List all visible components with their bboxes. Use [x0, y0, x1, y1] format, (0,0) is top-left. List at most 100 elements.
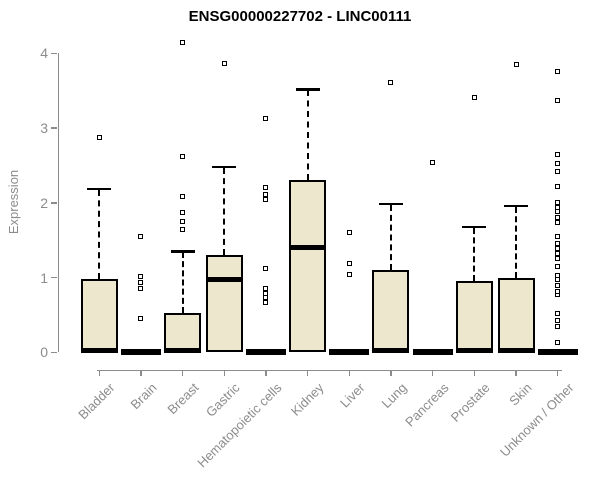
outlier-point: [555, 168, 561, 174]
outlier-point: [555, 97, 561, 103]
outlier-point: [388, 79, 394, 85]
x-axis-tick: [223, 369, 226, 376]
boxplot-box: [497, 277, 535, 353]
outlier-point: [263, 300, 269, 306]
outlier-point: [555, 220, 561, 226]
median-line: [412, 348, 453, 355]
outlier-point: [346, 260, 352, 266]
outlier-point: [263, 290, 269, 296]
outlier-point: [263, 266, 269, 272]
outlier-point: [263, 115, 269, 121]
y-axis-tick: [51, 52, 57, 55]
median-line: [120, 348, 161, 355]
outlier-point: [555, 251, 561, 257]
outlier-point: [555, 209, 561, 215]
outlier-point: [555, 324, 561, 330]
median-line: [537, 348, 578, 355]
boxplot-box: [205, 255, 243, 353]
outlier-point: [263, 286, 269, 292]
whisker-cap: [170, 250, 195, 253]
outlier-point: [555, 340, 561, 346]
median-line: [245, 348, 286, 355]
whisker-line: [473, 227, 476, 281]
outlier-point: [180, 194, 186, 200]
y-axis-tick: [51, 276, 57, 279]
outlier-point: [96, 135, 102, 141]
outlier-point: [555, 68, 561, 74]
whisker-cap: [504, 204, 528, 208]
median-line: [329, 348, 370, 355]
outlier-point: [346, 230, 352, 236]
outlier-point: [180, 218, 186, 224]
outlier-point: [180, 227, 186, 233]
outlier-point: [555, 183, 561, 189]
outlier-point: [555, 199, 561, 205]
whisker-cap: [295, 88, 320, 91]
chart-title: ENSG00000227702 - LINC00111: [188, 8, 412, 25]
x-axis-tick: [515, 369, 517, 376]
median-line: [80, 348, 118, 354]
outlier-point: [180, 210, 186, 216]
outlier-point: [138, 316, 144, 322]
outlier-point: [555, 277, 561, 283]
x-axis-tick: [265, 369, 267, 376]
whisker-cap: [378, 202, 403, 206]
outlier-point: [555, 317, 561, 323]
y-tick-label: 2: [40, 194, 48, 211]
y-axis-tick: [51, 127, 57, 129]
outlier-point: [471, 94, 477, 100]
outlier-point: [555, 272, 561, 278]
median-line: [164, 348, 202, 354]
boxplot-box: [164, 312, 202, 353]
outlier-point: [180, 153, 186, 159]
x-axis-tick: [556, 369, 559, 376]
outlier-point: [263, 295, 269, 301]
outlier-point: [430, 159, 436, 165]
outlier-point: [555, 240, 561, 246]
boxplot-box: [455, 280, 493, 353]
outlier-point: [263, 184, 269, 190]
boxplot-box: [289, 180, 327, 353]
outlier-point: [555, 282, 561, 288]
x-axis-line: [97, 369, 562, 371]
outlier-point: [555, 161, 561, 167]
whisker-line: [98, 189, 101, 280]
median-line: [497, 348, 535, 354]
outlier-point: [138, 279, 144, 285]
x-axis-tick: [306, 369, 309, 376]
outlier-point: [555, 263, 561, 269]
y-tick-label: 0: [40, 344, 48, 361]
boxplot-box: [80, 279, 118, 353]
y-tick-label: 4: [40, 45, 48, 62]
x-axis-tick: [390, 369, 392, 376]
outlier-point: [555, 289, 561, 295]
x-axis-tick: [431, 369, 434, 376]
whisker-cap: [212, 165, 237, 169]
y-axis-tick: [51, 202, 57, 204]
x-axis-tick: [98, 369, 101, 376]
outlier-point: [263, 196, 269, 202]
outlier-point: [555, 245, 561, 251]
y-axis-tick: [51, 351, 57, 354]
whisker-cap: [87, 187, 112, 191]
y-tick-label: 1: [40, 269, 48, 286]
whisker-line: [223, 167, 226, 256]
boxplot-box: [372, 270, 410, 353]
outlier-point: [555, 310, 561, 316]
y-tick-label: 3: [40, 120, 48, 137]
x-axis-tick: [473, 369, 476, 376]
y-axis-line: [57, 53, 59, 353]
median-line: [205, 277, 243, 283]
whisker-line: [306, 90, 309, 181]
outlier-point: [555, 151, 561, 157]
median-line: [372, 348, 410, 354]
whisker-line: [515, 206, 517, 278]
outlier-point: [138, 286, 144, 292]
outlier-point: [221, 60, 227, 66]
outlier-point: [555, 204, 561, 210]
whisker-cap: [462, 225, 487, 229]
outlier-point: [555, 255, 561, 261]
whisker-line: [181, 252, 184, 313]
outlier-point: [555, 233, 561, 239]
